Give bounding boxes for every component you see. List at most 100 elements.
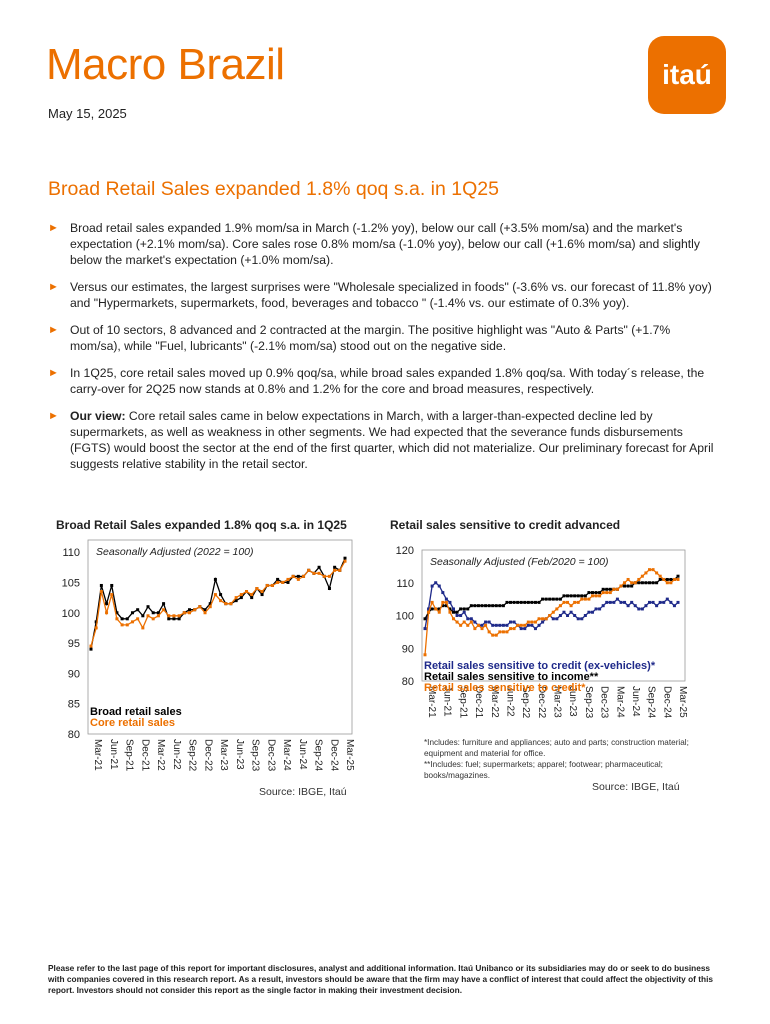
chart1-series-point bbox=[213, 593, 217, 597]
chart1-series-point bbox=[151, 617, 155, 621]
chart2-series-point bbox=[658, 577, 662, 581]
chart2-series-point bbox=[630, 584, 634, 588]
chart2-series-point bbox=[626, 577, 630, 581]
chart1-ytick-label: 105 bbox=[62, 577, 80, 589]
bullet-arrow-icon: ► bbox=[48, 281, 59, 293]
chart2-series-point bbox=[590, 610, 594, 614]
chart1-series-point bbox=[234, 596, 238, 600]
bullet-arrow-icon: ► bbox=[48, 367, 59, 379]
chart1-series-point bbox=[105, 602, 109, 606]
chart2-series-point bbox=[509, 627, 513, 631]
chart2-series-point bbox=[455, 610, 459, 614]
chart2-series-point bbox=[444, 597, 448, 601]
chart2-series-point bbox=[566, 614, 570, 617]
chart2-series-point bbox=[480, 604, 484, 608]
chart1-series-point bbox=[141, 614, 145, 618]
chart2-series-point bbox=[466, 617, 470, 621]
chart1-series-point bbox=[146, 614, 150, 618]
chart1-series-point bbox=[94, 626, 98, 630]
chart2-series-point bbox=[630, 600, 634, 604]
chart2-series-point bbox=[665, 577, 669, 581]
chart2-series-point bbox=[615, 597, 619, 601]
chart1-series-point bbox=[260, 593, 264, 597]
chart2-series-point bbox=[676, 574, 680, 578]
chart1-series-point bbox=[245, 590, 249, 594]
chart2-series-point bbox=[526, 620, 530, 624]
chart2-xtick-label: Jun-24 bbox=[630, 686, 641, 717]
chart2-series-point bbox=[501, 604, 505, 608]
chart2-series-point bbox=[487, 604, 491, 608]
bullet-text: Versus our estimates, the largest surpri… bbox=[70, 280, 712, 310]
chart2-ytick-label: 100 bbox=[396, 611, 414, 623]
chart2-series-point bbox=[462, 620, 466, 624]
chart2-xtick-label: Jun-21 bbox=[442, 686, 453, 717]
chart2-series-point bbox=[587, 597, 591, 601]
chart1-xtick-label: Dec-22 bbox=[202, 739, 213, 772]
chart2-series-point bbox=[491, 633, 495, 637]
chart1-series-point bbox=[198, 605, 202, 609]
chart2-plot-frame bbox=[421, 549, 686, 682]
chart1-xtick-label: Jun-22 bbox=[171, 739, 182, 770]
chart2-series-point bbox=[530, 623, 534, 627]
chart2-series-point bbox=[598, 607, 602, 611]
chart1-series-point bbox=[115, 617, 119, 621]
chart1-source: Source: IBGE, Itaú bbox=[259, 786, 347, 798]
chart1-series-point bbox=[130, 611, 134, 615]
logo-text: itaú bbox=[662, 59, 712, 90]
chart2-series-point bbox=[423, 617, 427, 621]
chart2-footnote-2: **Includes: fuel; supermarkets; apparel;… bbox=[424, 760, 663, 780]
chart2-series-point bbox=[533, 620, 537, 624]
bullet-item: ► Versus our estimates, the largest surpr… bbox=[48, 279, 724, 311]
chart2-xtick-label: Sep-24 bbox=[646, 686, 657, 719]
chart1-series-point bbox=[110, 593, 114, 597]
bullet-arrow-icon: ► bbox=[48, 410, 59, 422]
bullet-item: ► In 1Q25, core retail sales moved up 0.9… bbox=[48, 365, 724, 397]
chart2-series-point bbox=[594, 607, 598, 611]
chart2-series-point bbox=[544, 597, 548, 601]
chart1-series-point bbox=[156, 611, 160, 615]
chart1-xtick-label: Jun-23 bbox=[234, 739, 245, 770]
chart2-series-point bbox=[647, 581, 651, 585]
chart2-series-point bbox=[662, 577, 666, 581]
chart2-series-point bbox=[658, 600, 662, 604]
chart2-series-point bbox=[640, 581, 644, 585]
chart1-series-point bbox=[276, 577, 280, 581]
chart1-xtick-label: Dec-23 bbox=[265, 739, 276, 772]
chart2-series-point bbox=[558, 614, 562, 617]
chart1-series-point bbox=[255, 587, 259, 590]
chart1-series-point bbox=[130, 620, 134, 624]
chart1-series-point bbox=[239, 593, 243, 597]
chart1-series-point bbox=[224, 602, 228, 606]
chart2-xtick-label: Mar-22 bbox=[489, 686, 500, 718]
chart2-series-point bbox=[598, 591, 602, 595]
chart1-series-point bbox=[317, 565, 321, 569]
chart1-series-point bbox=[327, 574, 331, 578]
chart1-series-point bbox=[270, 583, 274, 587]
chart2-series-point bbox=[551, 610, 555, 614]
chart2-series-point bbox=[533, 627, 537, 631]
chart2-series-point bbox=[676, 577, 680, 581]
chart1-series-point bbox=[193, 608, 197, 612]
chart1-series-point bbox=[94, 620, 98, 624]
chart2-series-point bbox=[501, 630, 505, 634]
chart2-series-point bbox=[573, 614, 577, 617]
chart2-series-point bbox=[623, 584, 627, 588]
chart2-series-point bbox=[615, 587, 619, 591]
chart2-series-point bbox=[455, 614, 459, 617]
chart2-xtick-label: Mar-23 bbox=[552, 686, 563, 718]
chart1-xtick-label: Mar-22 bbox=[155, 739, 166, 771]
chart1-title: Broad Retail Sales expanded 1.8% qoq s.a… bbox=[56, 518, 347, 532]
chart1-xtick-label: Sep-23 bbox=[250, 739, 261, 772]
chart2-series-point bbox=[583, 614, 587, 617]
chart2-series-point bbox=[601, 587, 605, 591]
chart2-series-point bbox=[444, 600, 448, 604]
chart2-series-point bbox=[644, 581, 648, 585]
chart2-series-point bbox=[587, 610, 591, 614]
chart2-series-point bbox=[512, 627, 516, 631]
chart2-series-point bbox=[530, 600, 534, 604]
chart2-series-point bbox=[605, 587, 609, 591]
chart2-series-point bbox=[437, 610, 441, 614]
chart2-title: Retail sales sensitive to credit advance… bbox=[390, 518, 621, 532]
chart1-series-point bbox=[187, 608, 191, 612]
chart2-series-point bbox=[651, 581, 655, 585]
